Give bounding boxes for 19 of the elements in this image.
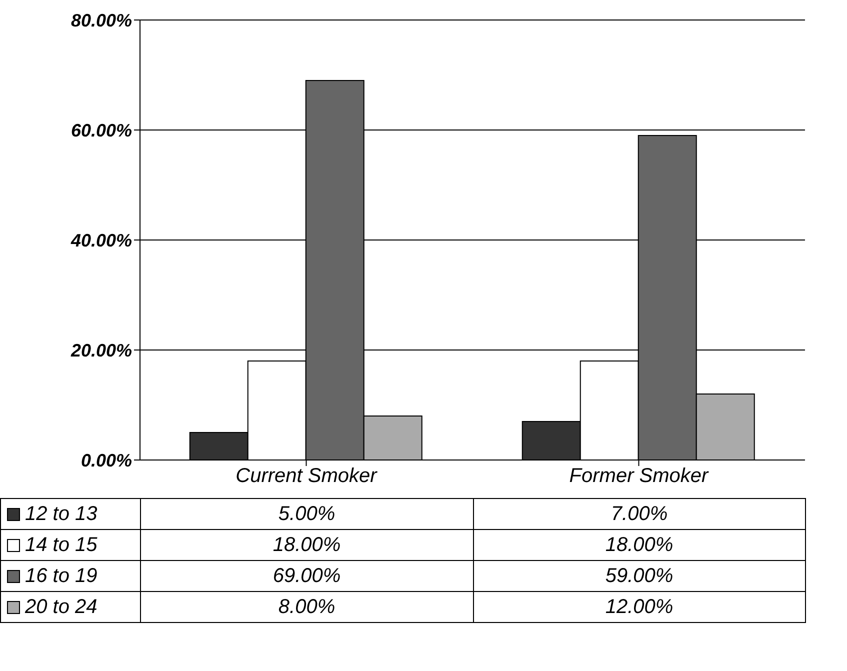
y-tick-label: 40.00% — [70, 230, 132, 250]
x-tick-label: Former Smoker — [569, 465, 710, 488]
legend-label: 14 to 15 — [25, 534, 98, 556]
data-label: 7.00% — [473, 498, 806, 530]
y-tick-label: 20.00% — [70, 340, 132, 360]
data-label: 8.00% — [140, 592, 473, 622]
data-label: 59.00% — [473, 560, 806, 592]
data-label: 18.00% — [473, 530, 806, 560]
data-label: 69.00% — [140, 560, 473, 592]
legend-label: 20 to 24 — [25, 596, 98, 618]
legend-label: 12 to 13 — [25, 502, 98, 524]
y-tick-label: 0.00% — [80, 450, 132, 470]
y-tick-label: 60.00% — [70, 120, 132, 140]
x-tick-label: Current Smoker — [236, 465, 378, 488]
legend-label: 16 to 19 — [25, 564, 98, 586]
data-label: 5.00% — [140, 498, 473, 530]
y-tick-label: 80.00% — [70, 10, 132, 30]
data-label: 12.00% — [473, 592, 806, 622]
data-label: 18.00% — [140, 530, 473, 560]
